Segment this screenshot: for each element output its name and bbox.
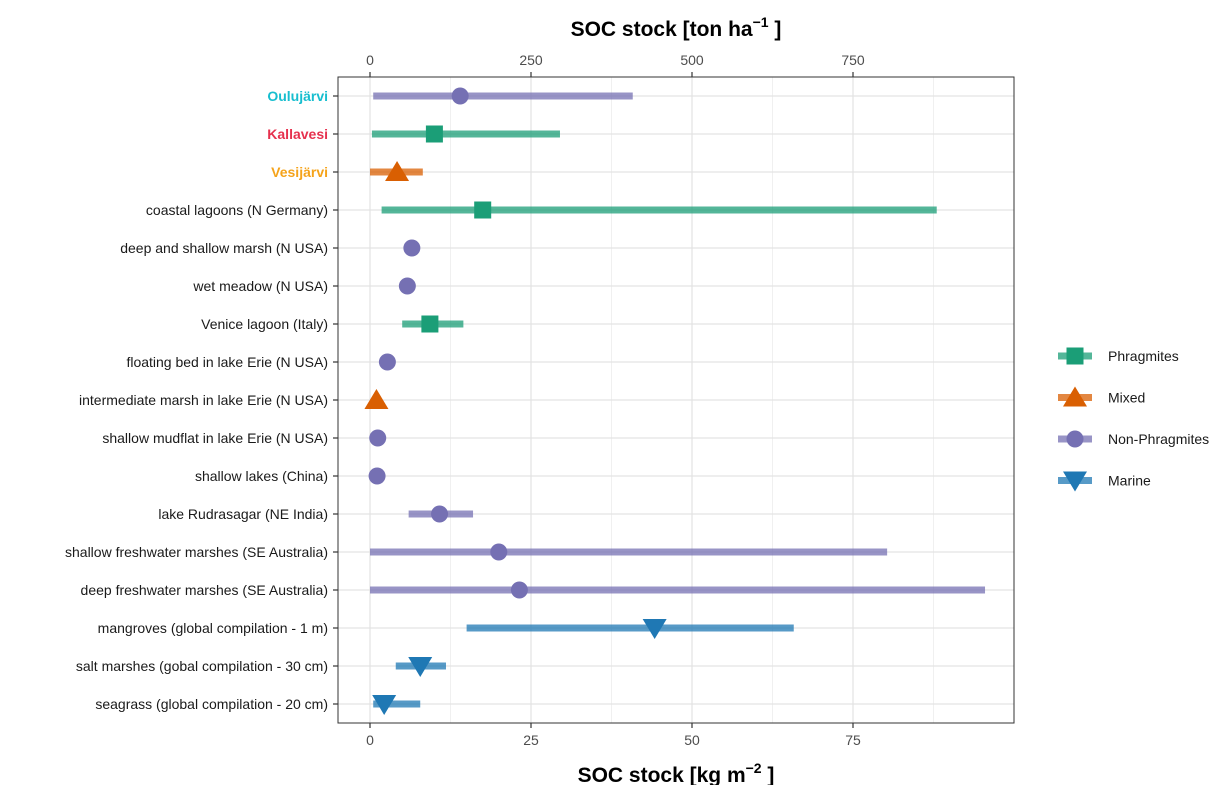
y-tick-label: shallow lakes (China): [195, 468, 328, 484]
point-marker: [364, 389, 389, 409]
point-marker: [403, 239, 421, 257]
y-tick-label: deep and shallow marsh (N USA): [120, 240, 328, 256]
bottom-axis-title-sup: −2: [746, 760, 762, 776]
point-marker: [474, 201, 492, 219]
x-axis-top: 0 250 500 750: [366, 52, 865, 77]
y-tick-label: Kallavesi: [267, 126, 328, 142]
legend-item: Marine: [1058, 471, 1151, 492]
point-marker: [368, 467, 386, 485]
bottom-axis-title: SOC stock [kg m−2 ]: [578, 760, 775, 785]
y-tick-label: floating bed in lake Erie (N USA): [126, 354, 328, 370]
x-tick-label-top: 500: [680, 52, 704, 68]
legend-label: Non-Phragmites: [1108, 431, 1209, 447]
point-marker: [642, 619, 667, 639]
legend-key-marker: [1063, 471, 1087, 492]
x-tick-label-bottom: 75: [845, 732, 861, 748]
y-tick-label: shallow mudflat in lake Erie (N USA): [102, 430, 328, 446]
y-tick-label: Oulujärvi: [267, 88, 328, 104]
point-marker: [385, 161, 410, 181]
y-axis: Oulujärvi Kallavesi Vesijärvi coastal lagoo…: [65, 88, 338, 712]
y-tick-label: Vesijärvi: [271, 164, 328, 180]
y-tick-label: seagrass (global compilation - 20 cm): [95, 696, 328, 712]
x-tick-label-top: 750: [841, 52, 865, 68]
legend-item: Phragmites: [1058, 347, 1179, 365]
point-marker: [431, 505, 449, 523]
y-tick-label: salt marshes (gobal compilation - 30 cm): [76, 658, 328, 674]
y-tick-label: shallow freshwater marshes (SE Australia…: [65, 544, 328, 560]
legend-key-marker: [1063, 386, 1087, 407]
legend-key-marker: [1066, 347, 1084, 365]
point-marker: [421, 315, 439, 333]
x-tick-label-top: 0: [366, 52, 374, 68]
point-marker: [425, 125, 443, 143]
y-tick-label: intermediate marsh in lake Erie (N USA): [79, 392, 328, 408]
point-marker: [398, 277, 416, 295]
y-tick-label: coastal lagoons (N Germany): [146, 202, 328, 218]
legend-item: Non-Phragmites: [1058, 430, 1209, 448]
y-tick-label: mangroves (global compilation - 1 m): [98, 620, 328, 636]
x-tick-label-bottom: 50: [684, 732, 700, 748]
y-tick-label: deep freshwater marshes (SE Australia): [81, 582, 328, 598]
top-axis-title: SOC stock [ton ha−1 ]: [571, 14, 782, 41]
legend-item: Mixed: [1058, 386, 1145, 407]
point-marker: [378, 353, 396, 371]
legend-label: Phragmites: [1108, 348, 1179, 364]
y-tick-label: Venice lagoon (Italy): [201, 316, 328, 332]
point-marker: [372, 695, 397, 715]
legend-label: Marine: [1108, 473, 1151, 489]
x-tick-label-bottom: 0: [366, 732, 374, 748]
x-axis-bottom: 0 25 50 75: [366, 723, 861, 748]
markers-layer: [364, 87, 667, 715]
point-marker: [408, 657, 433, 677]
point-marker: [490, 543, 508, 561]
x-tick-label-top: 250: [519, 52, 543, 68]
point-marker: [369, 429, 387, 447]
legend-label: Mixed: [1108, 390, 1145, 406]
point-marker: [510, 581, 528, 599]
y-tick-label: wet meadow (N USA): [192, 278, 328, 294]
legend-key-marker: [1066, 430, 1084, 448]
legend: Phragmites Mixed Non-Phragmites Marine: [1058, 347, 1209, 492]
top-axis-title-sup: −1: [753, 14, 769, 30]
y-tick-label: lake Rudrasagar (NE India): [158, 506, 328, 522]
point-marker: [451, 87, 469, 105]
x-tick-label-bottom: 25: [523, 732, 539, 748]
